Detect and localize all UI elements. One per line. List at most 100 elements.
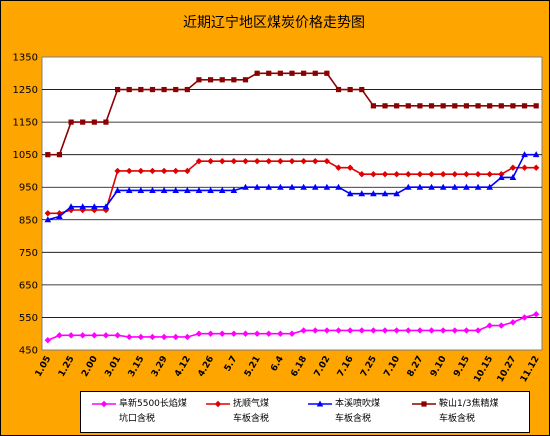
data-point [184,86,190,93]
data-point [103,119,109,125]
x-tick-label: 3.29 [150,355,170,379]
data-point [521,103,528,109]
data-point [160,167,168,175]
data-point [149,167,156,175]
y-tick-label: 450 [19,346,38,357]
chart-title: 近期辽宁地区煤炭价格走势图 [183,15,365,31]
data-point [370,103,376,109]
data-point [67,332,75,339]
x-tick-label: 11.12 [519,355,542,385]
data-point [56,332,63,339]
data-point [230,330,238,337]
data-point [172,186,180,193]
data-point [114,186,121,193]
data-point [498,173,505,180]
data-point [67,206,75,214]
data-point [323,327,331,334]
x-tick-label: 7.25 [359,355,379,379]
y-tick-label: 1350 [13,53,38,64]
legend-swatch [92,400,116,408]
data-point [218,186,226,193]
data-point [195,157,203,165]
data-point [114,167,121,175]
x-tick-label: 5.7 [223,355,240,374]
data-point [439,171,447,178]
data-point [300,157,307,165]
data-point [439,327,447,334]
data-point [149,333,156,341]
data-point [173,86,179,93]
data-point [393,190,400,197]
data-point [439,183,447,190]
data-point [346,190,354,197]
data-point [335,164,342,171]
data-point [219,157,226,165]
data-point [137,167,145,175]
data-point [207,186,214,193]
data-point [335,183,342,190]
x-tick-label: 7.02 [313,355,333,379]
data-point [253,157,261,165]
x-tick-label: 2.00 [80,355,100,379]
data-point [219,77,225,83]
data-point [289,70,295,76]
y-tick-label: 1050 [13,150,38,161]
x-tick-label: 4.26 [196,355,216,379]
data-point [266,70,272,76]
data-point [277,330,284,337]
data-point [207,157,214,165]
data-point [149,86,156,93]
data-point [265,183,273,190]
data-point [428,171,435,178]
x-tick-label: 9.15 [452,355,472,379]
data-point [102,332,110,339]
y-tick-label: 1150 [13,118,38,129]
data-point [463,103,470,109]
data-point [126,167,133,175]
data-point [277,157,284,165]
data-point [451,171,458,178]
data-point [102,206,110,214]
data-point [416,171,424,178]
data-point [196,77,202,83]
data-point [172,333,179,341]
data-point [509,164,517,171]
x-tick-label: 3.01 [103,355,123,379]
data-point [486,322,493,329]
x-tick-label: 7.16 [336,355,356,379]
data-point [474,171,482,178]
data-point [463,327,470,334]
data-point [509,319,517,326]
x-tick-label: 10.15 [472,355,495,385]
data-point [45,152,51,158]
legend-label: 抚顺气煤 车板含税 [233,399,270,424]
data-point [358,171,365,178]
data-point [230,157,238,165]
data-point [394,103,400,109]
x-tick-label: 3.15 [127,355,147,379]
data-point [370,327,377,334]
data-point [184,167,191,175]
x-tick-label: 10.27 [496,355,519,385]
data-point [91,332,98,339]
data-point [242,183,249,190]
data-point [475,103,481,109]
data-point [231,77,237,83]
data-point [67,203,75,210]
x-tick-label: 5.21 [243,355,263,379]
data-point [161,86,167,93]
data-point [323,183,331,190]
data-point [277,183,284,190]
data-point [463,183,470,190]
data-point [324,70,330,76]
data-point [416,183,424,190]
data-point [288,183,296,190]
x-tick-label: 8.27 [406,355,426,379]
x-tick-label: 4.12 [173,355,193,379]
data-point [532,164,540,171]
data-point [208,77,214,83]
data-point [451,183,459,190]
data-point [521,164,528,171]
data-point [393,171,400,178]
